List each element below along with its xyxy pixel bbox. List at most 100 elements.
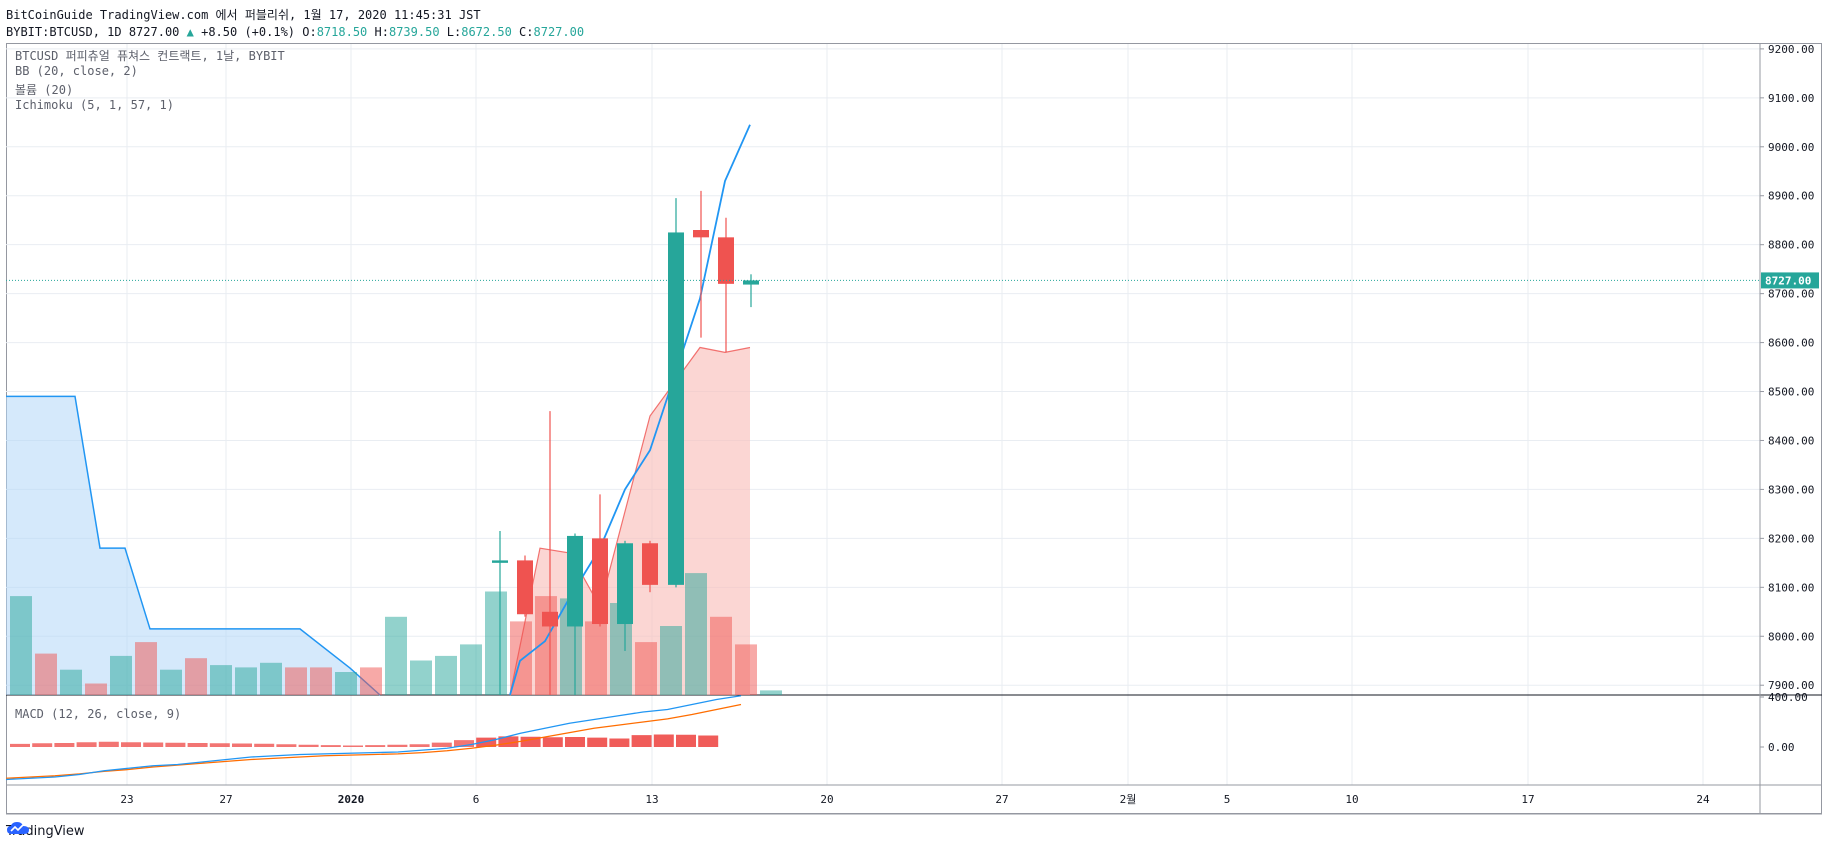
macd-histogram-bar	[387, 744, 408, 747]
macd-histogram-bar	[98, 741, 119, 747]
macd-signal-line	[5, 703, 742, 779]
candle-body	[492, 560, 508, 563]
footer-brand[interactable]: TradingView	[6, 820, 85, 842]
volume-bar	[10, 596, 32, 695]
candle-body	[517, 560, 533, 615]
volume-bar	[460, 644, 482, 695]
candle-body	[617, 543, 633, 625]
tradingview-cloud-icon	[7, 822, 29, 834]
volume-bar	[385, 616, 407, 695]
macd-histogram-bar	[187, 743, 208, 747]
macd-tick-label: 0.00	[1768, 741, 1795, 754]
current-price-tag	[1761, 272, 1819, 289]
macd-tick-label: 400.00	[1768, 691, 1808, 704]
macd-histogram-bar	[431, 742, 452, 747]
time-tick-label: 23	[120, 793, 133, 806]
macd-histogram-bar	[165, 742, 186, 747]
time-tick-label: 2월	[1120, 793, 1137, 806]
volume-bar	[235, 667, 257, 695]
time-tick-label: 27	[995, 793, 1008, 806]
candle-body	[592, 538, 608, 625]
volume-bar	[360, 667, 382, 695]
change-value: +8.50 (+0.1%)	[201, 25, 296, 39]
symbol-label: BYBIT:BTCUSD, 1D 8727.00	[6, 25, 180, 39]
up-arrow-icon: ▲	[186, 25, 194, 39]
volume-bar	[585, 621, 607, 695]
macd-histogram-bar	[653, 734, 674, 747]
macd-histogram-bar	[10, 743, 30, 747]
volume-bar	[335, 672, 357, 695]
close-value: 8727.00	[533, 25, 585, 39]
price-tick-label: 8800.00	[1768, 239, 1814, 252]
time-tick-label: 6	[473, 793, 480, 806]
macd-histogram-bar	[676, 734, 696, 747]
time-tick-label: 10	[1345, 793, 1358, 806]
volume-bar	[310, 667, 332, 695]
open-label: O:	[302, 25, 317, 39]
low-value: 8672.50	[461, 25, 512, 39]
price-tick-label: 8500.00	[1768, 386, 1814, 399]
ichimoku-span-blue	[6, 395, 381, 696]
legend-macd: MACD (12, 26, close, 9)	[15, 707, 182, 721]
price-tick-label: 8700.00	[1768, 288, 1814, 301]
time-tick-label: 17	[1521, 793, 1534, 806]
high-label: H:	[374, 25, 389, 39]
time-tick-label: 24	[1696, 793, 1710, 806]
volume-bar	[710, 616, 732, 695]
time-tick-label: 27	[219, 793, 232, 806]
ichimoku-span-red	[509, 346, 751, 696]
volume-bar	[735, 644, 757, 695]
volume-bar	[85, 683, 107, 695]
price-tick-label: 9000.00	[1768, 141, 1814, 154]
price-tick-label: 9100.00	[1768, 92, 1814, 105]
volume-bar	[135, 642, 157, 695]
candle-body	[542, 611, 558, 627]
current-price-label: 8727.00	[1765, 274, 1811, 287]
ichimoku-cloud-blue	[6, 396, 380, 695]
bb-upper-line	[509, 124, 751, 696]
high-value: 8739.50	[388, 25, 440, 39]
legend-ichimoku: Ichimoku (5, 1, 57, 1)	[15, 98, 174, 112]
macd-histogram-bar	[476, 737, 497, 747]
volume-bar	[660, 626, 682, 695]
ohlc-line: BYBIT:BTCUSD, 1D 8727.00 ▲ +8.50 (+0.1%)…	[6, 25, 584, 39]
volume-bar	[285, 667, 307, 695]
price-tick-label: 8600.00	[1768, 337, 1814, 350]
price-tick-label: 8200.00	[1768, 532, 1814, 545]
macd-histogram-bar	[454, 740, 474, 747]
legend-bb: BB (20, close, 2)	[15, 64, 138, 78]
open-value: 8718.50	[316, 25, 368, 39]
macd-histogram-bar	[587, 737, 608, 747]
candle-body	[668, 232, 684, 585]
macd-histogram-bar	[565, 737, 585, 747]
price-tick-label: 8300.00	[1768, 483, 1814, 496]
volume-bar	[210, 665, 232, 695]
price-tick-label: 8400.00	[1768, 434, 1814, 447]
price-tick-label: 9200.00	[1768, 43, 1814, 56]
volume-bar	[185, 658, 207, 695]
macd-histogram-bar	[320, 745, 341, 747]
macd-line	[5, 695, 742, 781]
legend-main: BTCUSD 퍼피츄얼 퓨쳐스 컨트랙트, 1날, BYBIT	[15, 49, 285, 63]
macd-histogram-bar	[276, 744, 297, 747]
macd-histogram-bar	[232, 743, 252, 747]
time-tick-label: 2020	[338, 793, 365, 806]
macd-histogram-bar	[32, 743, 53, 747]
time-tick-label: 13	[645, 793, 658, 806]
publish-line: BitCoinGuide TradingView.com 에서 퍼블리쉬, 1월…	[6, 8, 481, 22]
candle-body	[693, 230, 709, 238]
macd-histogram-bar	[143, 742, 164, 747]
volume-bar	[485, 591, 507, 695]
volume-bar	[110, 655, 132, 695]
low-label: L:	[446, 25, 462, 39]
volume-bar	[685, 573, 707, 695]
macd-histogram-bar	[254, 743, 275, 747]
price-tick-label: 8100.00	[1768, 581, 1814, 594]
price-tick-label: 8900.00	[1768, 190, 1814, 203]
price-tick-label: 8000.00	[1768, 630, 1814, 643]
macd-histogram-bar	[542, 737, 563, 747]
macd-histogram-bar	[76, 742, 97, 747]
macd-histogram-bar	[54, 743, 75, 747]
volume-bar	[610, 603, 632, 695]
